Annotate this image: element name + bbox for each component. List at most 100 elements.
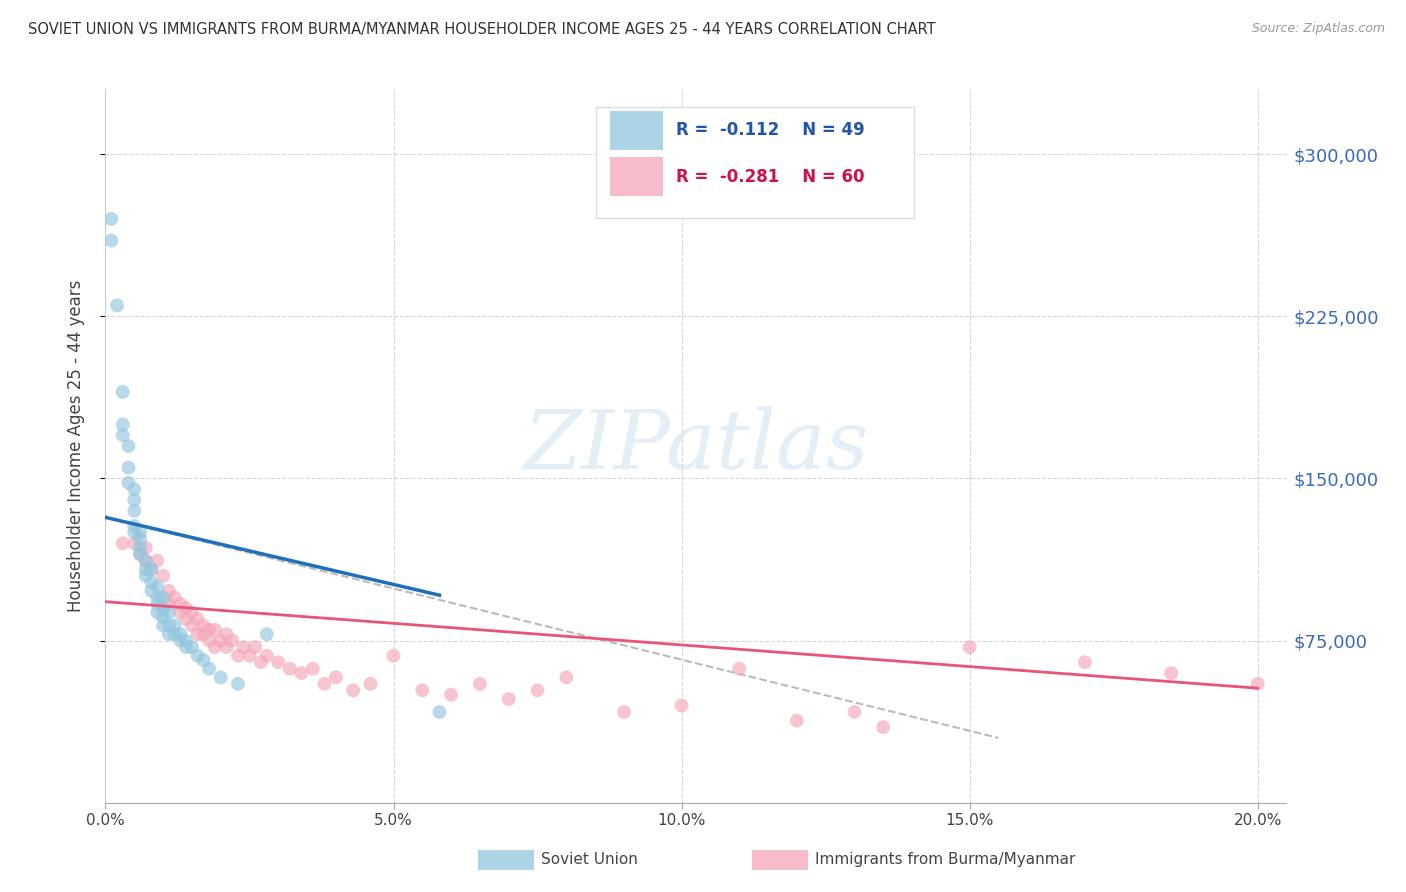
Point	[193, 653, 215, 667]
Point	[209, 670, 232, 684]
Point	[122, 504, 145, 518]
Point	[152, 568, 174, 582]
Point	[226, 677, 249, 691]
Point	[1160, 666, 1182, 681]
Y-axis label: Householder Income Ages 25 - 44 years: Householder Income Ages 25 - 44 years	[66, 280, 84, 612]
Point	[180, 640, 202, 654]
Point	[163, 627, 186, 641]
Point	[135, 553, 157, 567]
Point	[226, 648, 249, 663]
Point	[141, 575, 163, 590]
Point	[314, 677, 336, 691]
Point	[152, 591, 174, 605]
Point	[129, 532, 152, 546]
Point	[122, 493, 145, 508]
Point	[111, 417, 134, 432]
Point	[117, 475, 139, 490]
Point	[129, 525, 152, 540]
Point	[215, 640, 238, 654]
Point	[204, 640, 226, 654]
Point	[169, 606, 191, 620]
Point	[187, 612, 209, 626]
Text: R =  -0.281    N = 60: R = -0.281 N = 60	[676, 168, 865, 186]
Point	[786, 714, 808, 728]
Point	[152, 618, 174, 632]
Point	[100, 234, 122, 248]
Point	[728, 662, 751, 676]
FancyBboxPatch shape	[610, 111, 662, 150]
Point	[440, 688, 463, 702]
Text: ZIPatlas: ZIPatlas	[523, 406, 869, 486]
Point	[146, 580, 169, 594]
Point	[198, 633, 221, 648]
Point	[267, 655, 290, 669]
Point	[169, 597, 191, 611]
Point	[141, 583, 163, 598]
Point	[163, 618, 186, 632]
Point	[100, 211, 122, 226]
Point	[174, 640, 197, 654]
Point	[135, 553, 157, 567]
Point	[152, 601, 174, 615]
Point	[468, 677, 491, 691]
Point	[193, 627, 215, 641]
Point	[1074, 655, 1097, 669]
Point	[146, 591, 169, 605]
Point	[844, 705, 866, 719]
Point	[193, 618, 215, 632]
Text: SOVIET UNION VS IMMIGRANTS FROM BURMA/MYANMAR HOUSEHOLDER INCOME AGES 25 - 44 YE: SOVIET UNION VS IMMIGRANTS FROM BURMA/MY…	[28, 22, 936, 37]
Text: Immigrants from Burma/Myanmar: Immigrants from Burma/Myanmar	[815, 853, 1076, 867]
Point	[122, 519, 145, 533]
Point	[187, 627, 209, 641]
Point	[157, 627, 180, 641]
Text: Soviet Union: Soviet Union	[541, 853, 638, 867]
Point	[174, 633, 197, 648]
Point	[180, 618, 202, 632]
Point	[169, 627, 191, 641]
Point	[325, 670, 347, 684]
Point	[157, 606, 180, 620]
Point	[555, 670, 578, 684]
Point	[613, 705, 636, 719]
Point	[163, 591, 186, 605]
Point	[498, 692, 520, 706]
Point	[221, 633, 243, 648]
Point	[256, 627, 278, 641]
Point	[157, 583, 180, 598]
Point	[302, 662, 325, 676]
Point	[278, 662, 301, 676]
Point	[169, 633, 191, 648]
Point	[215, 627, 238, 641]
Point	[111, 384, 134, 399]
Point	[526, 683, 548, 698]
Text: R =  -0.112    N = 49: R = -0.112 N = 49	[676, 121, 865, 139]
Point	[671, 698, 693, 713]
Point	[135, 568, 157, 582]
Point	[256, 648, 278, 663]
FancyBboxPatch shape	[610, 157, 662, 196]
Point	[180, 606, 202, 620]
Point	[141, 562, 163, 576]
Point	[129, 541, 152, 555]
Point	[174, 612, 197, 626]
Point	[157, 618, 180, 632]
Point	[105, 298, 128, 312]
Point	[146, 597, 169, 611]
Point	[187, 648, 209, 663]
Point	[122, 482, 145, 496]
Point	[245, 640, 267, 654]
Point	[111, 428, 134, 442]
Point	[135, 562, 157, 576]
Point	[198, 623, 221, 637]
Point	[129, 547, 152, 561]
Text: Source: ZipAtlas.com: Source: ZipAtlas.com	[1251, 22, 1385, 36]
Point	[174, 601, 197, 615]
Point	[290, 666, 312, 681]
Point	[135, 541, 157, 555]
Point	[959, 640, 981, 654]
Point	[429, 705, 451, 719]
Point	[117, 460, 139, 475]
Point	[141, 562, 163, 576]
Point	[1247, 677, 1270, 691]
Point	[122, 525, 145, 540]
